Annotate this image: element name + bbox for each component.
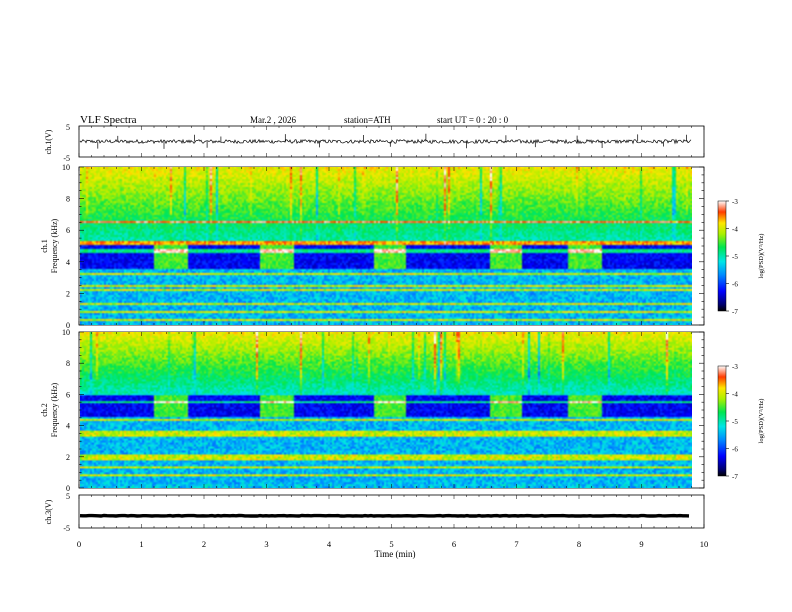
time-tick-label: 3 bbox=[264, 539, 268, 549]
start-time-label: start UT = 0 : 20 : 0 bbox=[437, 115, 509, 125]
ch2-frequency-ticks: 0 2 4 6 8 10 bbox=[62, 328, 704, 493]
ch3-waveform-frame bbox=[78, 494, 705, 529]
ch1-colorbar-tick-label: -7 bbox=[732, 308, 738, 316]
ch1-ytick-label: 4 bbox=[66, 258, 70, 267]
time-tick-label: 8 bbox=[577, 539, 581, 549]
ch1-colorbar-tick-label: -6 bbox=[732, 281, 738, 289]
ch2-ytick-label: 4 bbox=[66, 422, 70, 431]
figure-title: VLF Spectra bbox=[80, 114, 137, 126]
ch3-ylabel: ch.3(V) bbox=[44, 499, 53, 524]
ch2-ytick-label: 8 bbox=[66, 359, 70, 368]
time-tick-label: 6 bbox=[452, 539, 456, 549]
time-tick-label: 2 bbox=[202, 539, 206, 549]
station-label: station=ATH bbox=[344, 115, 391, 125]
time-tick-label: 5 bbox=[389, 539, 393, 549]
ch2-frequency-label-line2: Frequency (kHz) bbox=[50, 382, 59, 437]
ch1-ytick-label: 10 bbox=[62, 163, 70, 172]
ch1-frequency-label-line1: ch.1 bbox=[40, 239, 49, 253]
ch2-colorbar-tick-label: -5 bbox=[732, 418, 738, 426]
ch2-colorbar-tick-label: -4 bbox=[732, 391, 738, 399]
ch1-ytick-top: 5 bbox=[66, 123, 70, 132]
ch2-ytick-label: 0 bbox=[66, 484, 70, 493]
ch1-colorbar-tick-label: -5 bbox=[732, 253, 738, 261]
time-axis-label: Time (min) bbox=[375, 549, 416, 559]
ch2-spectrogram-panel: 0 2 4 6 8 10 ch.2 Frequency (kHz) bbox=[40, 328, 705, 493]
ch1-frequency-ticks: 0 2 4 6 8 10 bbox=[62, 163, 704, 330]
ch1-ytick-bottom: -5 bbox=[63, 154, 70, 163]
time-tick-label: 1 bbox=[139, 539, 143, 549]
ch1-frequency-label-line2: Frequency (kHz) bbox=[50, 218, 59, 273]
time-tick-label: 4 bbox=[327, 539, 332, 549]
ch1-waveform-panel: 5 -5 ch.1(V) bbox=[44, 123, 705, 163]
ch1-colorbar-label: log(PSD)(V²/Hz) bbox=[758, 234, 765, 279]
ch2-ytick-label: 2 bbox=[66, 453, 70, 462]
ch2-colorbar-gradient bbox=[717, 365, 727, 477]
ch3-ytick-top: 5 bbox=[66, 492, 70, 501]
time-tick-label: 0 bbox=[77, 539, 81, 549]
time-tick-label: 10 bbox=[700, 539, 709, 549]
ch2-colorbar-tick-label: -6 bbox=[732, 446, 738, 454]
ch1-ytick-label: 6 bbox=[66, 226, 70, 235]
ch2-colorbar-tick-label: -3 bbox=[732, 363, 738, 371]
ch1-ytick-label: 2 bbox=[66, 289, 70, 298]
ch2-spectrogram-image bbox=[80, 332, 692, 488]
ch1-ytick-label: 0 bbox=[66, 321, 70, 330]
ch2-colorbar-label: log(PSD)(V²/Hz) bbox=[758, 399, 765, 444]
date-label: Mar.2 , 2026 bbox=[250, 115, 296, 125]
ch2-ytick-label: 6 bbox=[66, 390, 70, 399]
ch1-colorbar-ticks: -3 -4 -5 -6 -7 bbox=[726, 198, 738, 316]
ch1-ylabel: ch.1(V) bbox=[44, 129, 53, 154]
ch1-spectrogram-image bbox=[80, 167, 692, 325]
ch1-colorbar-tick-label: -3 bbox=[732, 198, 738, 206]
ch1-colorbar: -3 -4 -5 -6 -7 log(PSD)(V²/Hz) bbox=[717, 198, 765, 316]
time-tick-label: 9 bbox=[639, 539, 643, 549]
ch2-frequency-label-line1: ch.2 bbox=[40, 403, 49, 417]
ch2-colorbar-tick-label: -7 bbox=[732, 473, 738, 481]
ch1-ytick-label: 8 bbox=[66, 195, 70, 204]
ch1-waveform-line bbox=[79, 133, 692, 149]
ch2-ytick-label: 10 bbox=[62, 328, 70, 337]
ch2-colorbar-ticks: -3 -4 -5 -6 -7 bbox=[726, 363, 738, 481]
ch1-spectrogram-panel: 0 2 4 6 8 10 ch.1 Frequency (kHz) bbox=[40, 163, 705, 330]
ch2-colorbar: -3 -4 -5 -6 -7 log(PSD)(V²/Hz) bbox=[717, 363, 765, 481]
ch3-waveform-line bbox=[79, 513, 690, 518]
ch3-ytick-bottom: -5 bbox=[63, 524, 70, 533]
ch1-colorbar-tick-label: -4 bbox=[732, 226, 738, 234]
time-axis-ticks: 0 1 2 3 4 5 6 7 8 9 10 bbox=[77, 126, 708, 549]
ch1-colorbar-gradient bbox=[717, 200, 727, 312]
ch3-waveform-panel: 5 -5 ch.3(V) bbox=[44, 492, 705, 533]
time-tick-label: 7 bbox=[514, 539, 518, 549]
